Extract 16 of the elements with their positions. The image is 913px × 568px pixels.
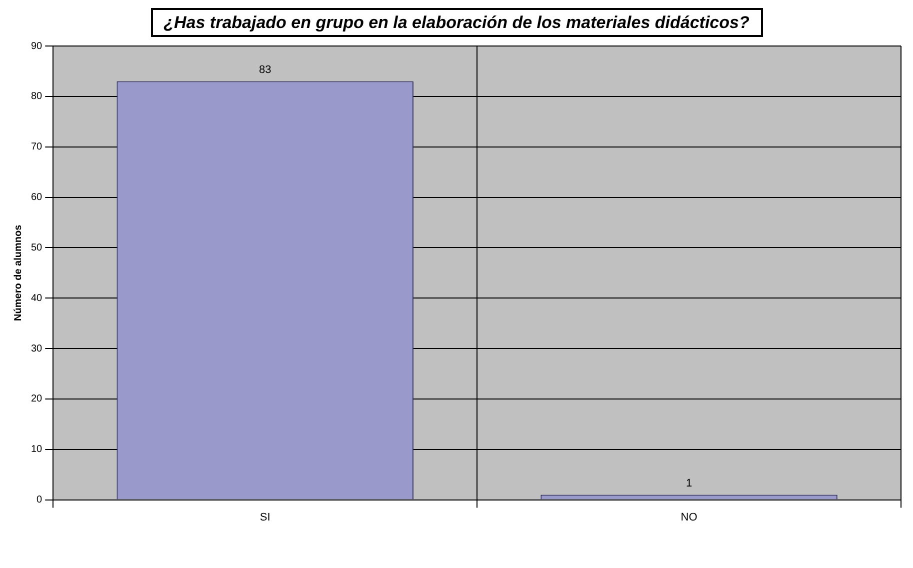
y-tick-label: 20	[31, 394, 43, 405]
y-tick-label: 30	[31, 343, 43, 354]
y-tick-label: 90	[31, 40, 43, 52]
y-tick-label: 40	[31, 292, 43, 304]
y-tick-label: 0	[36, 494, 43, 506]
y-tick-label: 80	[31, 91, 43, 102]
y-axis-title: Número de alumnos	[12, 224, 24, 321]
y-tick-label: 60	[31, 192, 43, 204]
y-tick-label: 10	[31, 444, 43, 456]
data-label: 83	[258, 64, 272, 76]
data-label: 1	[686, 477, 692, 490]
y-tick-label: 70	[31, 142, 43, 153]
y-tick-label: 50	[31, 242, 43, 254]
x-tick-label: SI	[260, 511, 270, 524]
x-tick-label: NO	[680, 511, 698, 524]
chart-title: ¿Has trabajado en grupo en la elaboración de los materiales didácticos?	[150, 8, 762, 37]
